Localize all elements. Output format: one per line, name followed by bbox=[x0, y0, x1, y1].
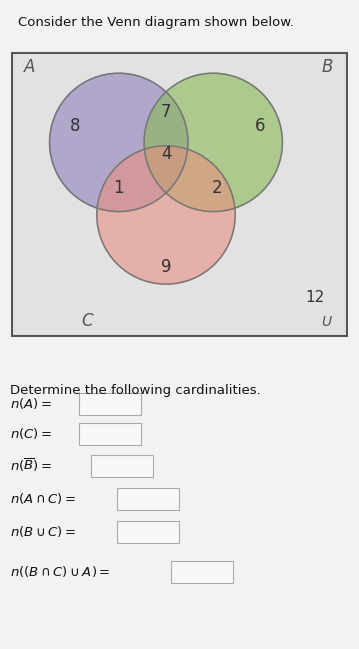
Text: 1: 1 bbox=[113, 179, 124, 197]
Text: $n(A \cap C) =$: $n(A \cap C) =$ bbox=[10, 491, 76, 506]
Text: 6: 6 bbox=[255, 117, 266, 134]
Text: C: C bbox=[81, 312, 93, 330]
Text: $n(A) =$: $n(A) =$ bbox=[10, 396, 52, 411]
Text: Determine the following cardinalities.: Determine the following cardinalities. bbox=[10, 384, 261, 397]
Text: 4: 4 bbox=[161, 145, 171, 163]
Text: 8: 8 bbox=[70, 117, 80, 134]
FancyBboxPatch shape bbox=[79, 393, 141, 415]
FancyBboxPatch shape bbox=[79, 423, 141, 445]
FancyBboxPatch shape bbox=[171, 561, 233, 583]
FancyBboxPatch shape bbox=[91, 456, 153, 477]
Text: B: B bbox=[321, 58, 332, 75]
Text: 2: 2 bbox=[211, 179, 222, 197]
Circle shape bbox=[144, 73, 283, 212]
Text: A: A bbox=[24, 58, 36, 75]
Text: $n(B \cup C) =$: $n(B \cup C) =$ bbox=[10, 524, 76, 539]
FancyBboxPatch shape bbox=[13, 53, 346, 336]
Circle shape bbox=[97, 146, 235, 284]
Text: 9: 9 bbox=[161, 258, 171, 276]
Text: U: U bbox=[321, 315, 331, 329]
Text: 12: 12 bbox=[305, 290, 324, 305]
Circle shape bbox=[50, 73, 188, 212]
Text: $n(C) =$: $n(C) =$ bbox=[10, 426, 52, 441]
Text: Consider the Venn diagram shown below.: Consider the Venn diagram shown below. bbox=[18, 16, 294, 29]
Text: $n((B \cap C) \cup A) =$: $n((B \cap C) \cup A) =$ bbox=[10, 563, 111, 579]
FancyBboxPatch shape bbox=[117, 488, 179, 510]
Text: $n(\overline{B}) =$: $n(\overline{B}) =$ bbox=[10, 457, 52, 474]
FancyBboxPatch shape bbox=[117, 521, 179, 543]
Text: 7: 7 bbox=[161, 103, 171, 121]
